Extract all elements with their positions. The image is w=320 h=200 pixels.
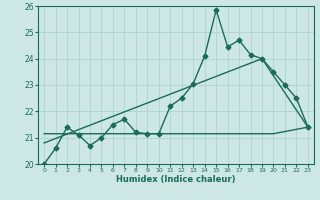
- X-axis label: Humidex (Indice chaleur): Humidex (Indice chaleur): [116, 175, 236, 184]
